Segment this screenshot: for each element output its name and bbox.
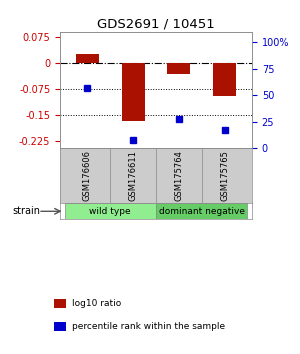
Text: percentile rank within the sample: percentile rank within the sample xyxy=(72,322,225,331)
Text: strain: strain xyxy=(12,206,40,216)
Text: GSM176611: GSM176611 xyxy=(129,150,138,201)
Text: dominant negative: dominant negative xyxy=(159,207,245,216)
Bar xyxy=(213,63,236,96)
Bar xyxy=(122,63,145,121)
Bar xyxy=(76,55,99,63)
Text: GSM176606: GSM176606 xyxy=(83,150,92,201)
Bar xyxy=(64,203,156,219)
Text: GSM175764: GSM175764 xyxy=(174,150,183,201)
Text: GSM175765: GSM175765 xyxy=(220,150,229,201)
Text: wild type: wild type xyxy=(89,207,131,216)
Title: GDS2691 / 10451: GDS2691 / 10451 xyxy=(97,18,215,31)
Bar xyxy=(156,203,248,219)
Bar xyxy=(167,63,190,74)
Text: log10 ratio: log10 ratio xyxy=(72,299,121,308)
